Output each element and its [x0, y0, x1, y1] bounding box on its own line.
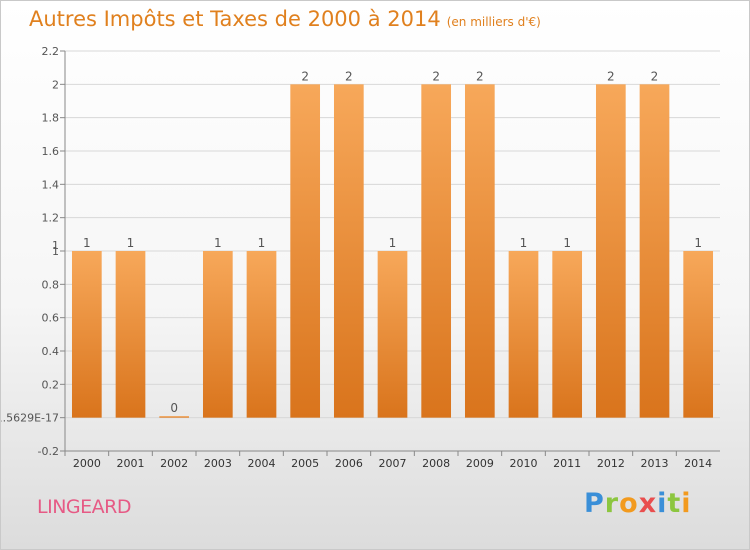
x-tick-labels: 2000 2001 2002 2003 2004 2005 2006 2007 2008 2009…	[73, 457, 712, 470]
axes	[60, 50, 720, 456]
bar	[421, 84, 452, 418]
x-tick-label: 2004	[248, 457, 276, 470]
data-label: 2	[476, 69, 484, 83]
logo-letter: x	[638, 488, 658, 519]
y-tick-label: -1.5629E-17	[1, 412, 59, 425]
chart-title: Autres Impôts et Taxes de 2000 à 2014 (en…	[29, 7, 541, 31]
bar	[552, 251, 583, 418]
y-tick-label: 1	[52, 239, 59, 252]
y-tick-label: 2	[52, 78, 59, 91]
logo-letter: P	[584, 488, 605, 519]
y-tick-label: 0.4	[42, 345, 60, 358]
y-tick-label: 1.2	[42, 212, 60, 225]
x-tick-label: 2001	[117, 457, 145, 470]
bar	[333, 84, 364, 418]
chart-title-text: Autres Impôts et Taxes de 2000 à 2014	[29, 7, 441, 31]
data-label: 1	[214, 236, 222, 250]
x-tick-label: 2002	[160, 457, 188, 470]
x-tick-label: 2008	[422, 457, 450, 470]
x-tick-label: 2007	[379, 457, 407, 470]
bar	[683, 251, 714, 418]
data-label: 2	[301, 69, 309, 83]
logo-letter: i	[681, 488, 692, 519]
y-tick-label: 1	[52, 245, 59, 258]
data-label: 1	[520, 236, 528, 250]
x-tick-label: 2010	[510, 457, 538, 470]
y-tick-label: 0.8	[42, 278, 60, 291]
data-label: 1	[258, 236, 266, 250]
y-tick-label: 1.8	[42, 112, 60, 125]
x-tick-label: 2011	[553, 457, 581, 470]
data-label: 2	[345, 69, 353, 83]
bar	[159, 416, 190, 418]
data-label: 2	[432, 69, 440, 83]
x-tick-label: 2006	[335, 457, 363, 470]
x-tick-label: 2003	[204, 457, 232, 470]
place-name: LINGEARD	[37, 496, 131, 518]
x-tick-label: 2013	[641, 457, 669, 470]
x-tick-label: 2005	[291, 457, 319, 470]
bar	[595, 84, 626, 418]
bar	[246, 251, 277, 418]
bar	[202, 251, 233, 418]
logo-letter: t	[667, 488, 682, 519]
chart-subtitle: (en milliers d'€)	[446, 15, 541, 29]
bar	[290, 84, 321, 418]
bars	[71, 84, 714, 418]
data-label: 0	[170, 401, 178, 415]
y-tick-label: 1.6	[42, 145, 60, 158]
x-tick-label: 2014	[684, 457, 712, 470]
x-tick-label: 2000	[73, 457, 101, 470]
x-tick-label: 2012	[597, 457, 625, 470]
y-tick-label: 1.4	[42, 178, 60, 191]
bar	[508, 251, 539, 418]
logo-letter: o	[619, 488, 639, 519]
data-labels: 1 1 0 1 1 2 2 1 2 2 1 1 2 2 1	[83, 69, 702, 415]
y-tick-labels: -0.2 -1.5629E-17 0.2 0.4 0.6 0.8 11 1.2 1.4 1.6 1.…	[1, 45, 59, 458]
data-label: 1	[563, 236, 571, 250]
proxiti-logo[interactable]: Proxiti	[584, 488, 692, 519]
data-label: 1	[389, 236, 397, 250]
bar	[115, 251, 146, 418]
y-tick-label: 0.2	[42, 378, 60, 391]
data-label: 1	[83, 236, 91, 250]
x-tick-label: 2009	[466, 457, 494, 470]
logo-letter: i	[657, 488, 668, 519]
bar	[377, 251, 408, 418]
data-label: 2	[651, 69, 659, 83]
y-tick-label: -0.2	[38, 445, 59, 458]
bar	[71, 251, 102, 418]
y-tick-label: 2.2	[42, 45, 60, 58]
logo-letter: r	[604, 488, 620, 519]
data-label: 1	[694, 236, 702, 250]
data-label: 1	[127, 236, 135, 250]
bar	[639, 84, 670, 418]
bar	[464, 84, 495, 418]
y-tick-label: 0.6	[42, 312, 60, 325]
data-label: 2	[607, 69, 615, 83]
